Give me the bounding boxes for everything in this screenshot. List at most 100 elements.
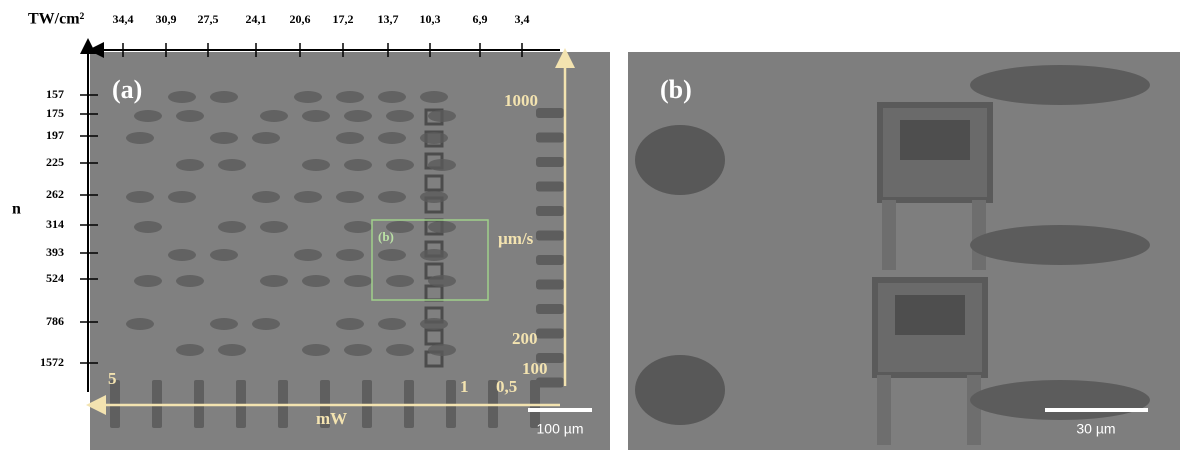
blob (176, 110, 204, 122)
left-tick-label: 225 (46, 155, 64, 169)
blob (210, 318, 238, 330)
blob (210, 132, 238, 144)
pillar-pad (536, 108, 564, 118)
blob (134, 275, 162, 287)
blob (218, 159, 246, 171)
pillar-pad (536, 304, 564, 314)
blob (260, 110, 288, 122)
blob (386, 159, 414, 171)
blob (386, 275, 414, 287)
cube-face (900, 120, 970, 160)
pillar-pad (536, 133, 564, 143)
blob (344, 344, 372, 356)
top-axis-title: TW/cm² (28, 11, 85, 28)
blob (428, 110, 456, 122)
blob (378, 191, 406, 203)
blob (635, 355, 725, 425)
blob (252, 132, 280, 144)
blob (260, 221, 288, 233)
cube-face (895, 295, 965, 335)
blob (176, 275, 204, 287)
blob (134, 221, 162, 233)
blob (336, 91, 364, 103)
figure: TW/cm² n 34,430,927,524,120,617,213,710,… (0, 0, 1180, 450)
speed-label: 100 (522, 359, 548, 378)
top-tick-label: 20,6 (290, 12, 311, 26)
top-tick-label: 17,2 (333, 12, 354, 26)
blob (218, 221, 246, 233)
blob (210, 91, 238, 103)
left-tick-label: 175 (46, 106, 64, 120)
blob (302, 159, 330, 171)
left-tick-label: 393 (46, 245, 64, 259)
top-tick-label: 10,3 (420, 12, 441, 26)
speed-unit: µm/s (498, 229, 534, 248)
top-tick-label: 30,9 (156, 12, 177, 26)
power-label: 0,5 (496, 377, 517, 396)
blob (336, 318, 364, 330)
blob (134, 110, 162, 122)
blob (126, 318, 154, 330)
blob (428, 159, 456, 171)
blob (336, 249, 364, 261)
leg (877, 375, 891, 445)
pillar-pad (536, 206, 564, 216)
panel-label: (a) (112, 75, 142, 104)
top-tick-label: 13,7 (378, 12, 399, 26)
power-unit: mW (316, 409, 347, 428)
pillar-pad (536, 182, 564, 192)
blob (294, 91, 322, 103)
blob (344, 221, 372, 233)
left-axis-title: n (12, 201, 21, 218)
leg (967, 375, 981, 445)
pillar-pad (536, 329, 564, 339)
top-tick-label: 27,5 (198, 12, 219, 26)
power-label: 1 (460, 377, 469, 396)
pillar-pad (536, 280, 564, 290)
blob (378, 91, 406, 103)
blob (344, 159, 372, 171)
blob (260, 275, 288, 287)
top-tick-label: 24,1 (246, 12, 267, 26)
blob (420, 91, 448, 103)
strand (970, 380, 1150, 420)
blob (378, 132, 406, 144)
pillar-pad (536, 378, 564, 388)
blob (294, 191, 322, 203)
blob (302, 275, 330, 287)
top-tick-label: 3,4 (515, 12, 530, 26)
left-tick-label: 262 (46, 187, 64, 201)
power-label: 5 (108, 369, 117, 388)
scale-bar-label: 100 µm (537, 421, 584, 437)
top-tick-label: 6,9 (473, 12, 488, 26)
blob (294, 249, 322, 261)
pillar-pad (536, 231, 564, 241)
blob (428, 275, 456, 287)
blob (176, 344, 204, 356)
blob (420, 132, 448, 144)
left-tick-label: 524 (46, 271, 64, 285)
pillar-pad (536, 255, 564, 265)
blob (302, 110, 330, 122)
leg (882, 200, 896, 270)
blob (168, 91, 196, 103)
blob (428, 221, 456, 233)
left-tick-label: 157 (46, 87, 64, 101)
blob (344, 275, 372, 287)
pillar-pad (536, 157, 564, 167)
blob (218, 344, 246, 356)
blob (420, 249, 448, 261)
inset-label: (b) (378, 229, 394, 244)
blob (420, 318, 448, 330)
blob (344, 110, 372, 122)
blob (168, 191, 196, 203)
blob (378, 249, 406, 261)
left-tick-label: 786 (46, 314, 64, 328)
left-tick-label: 314 (46, 217, 64, 231)
left-tick-label: 1572 (40, 355, 64, 369)
blob (336, 132, 364, 144)
blob (126, 132, 154, 144)
blob (176, 159, 204, 171)
blob (378, 318, 406, 330)
top-tick-label: 34,4 (113, 12, 134, 26)
